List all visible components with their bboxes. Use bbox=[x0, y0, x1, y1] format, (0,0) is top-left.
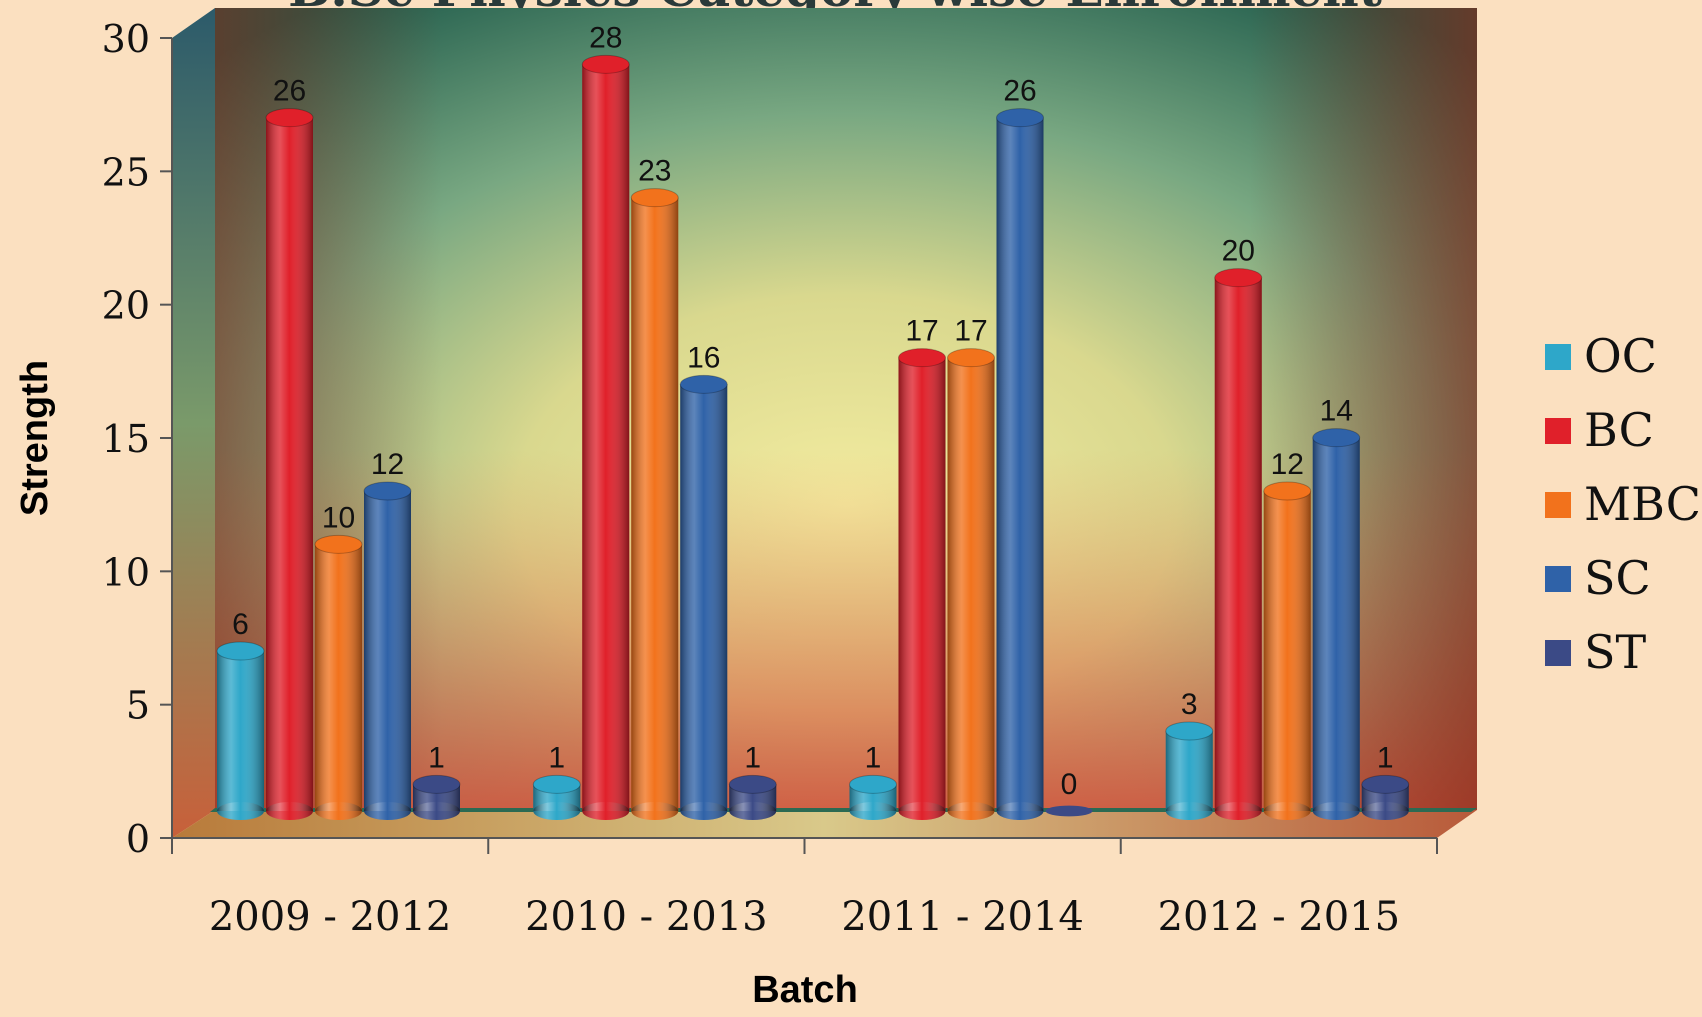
data-label: 1 bbox=[744, 741, 761, 774]
category-label: 2011 - 2014 bbox=[841, 894, 1084, 940]
data-label: 14 bbox=[1320, 395, 1353, 428]
y-tick-label: 20 bbox=[102, 284, 150, 328]
legend-label: BC bbox=[1584, 403, 1654, 457]
data-label: 1 bbox=[548, 741, 565, 774]
y-axis-ticks: 0 5 10 15 20 25 30 bbox=[102, 17, 172, 861]
legend-label: ST bbox=[1584, 625, 1647, 679]
chart-floor bbox=[172, 810, 1477, 838]
bar-st bbox=[1045, 805, 1093, 817]
bar-oc bbox=[849, 774, 897, 820]
data-label: 20 bbox=[1222, 235, 1255, 268]
bar-st bbox=[1361, 774, 1410, 820]
y-tick-label: 10 bbox=[102, 550, 150, 594]
data-label: 12 bbox=[1271, 448, 1304, 481]
legend-swatch bbox=[1545, 344, 1571, 370]
y-tick-label: 0 bbox=[126, 817, 150, 861]
bar-sc bbox=[1312, 428, 1361, 820]
y-tick-label: 5 bbox=[126, 684, 150, 728]
bar-sc bbox=[679, 374, 728, 820]
legend-label: SC bbox=[1584, 551, 1651, 605]
bar-st bbox=[728, 774, 777, 820]
data-label: 1 bbox=[865, 741, 882, 774]
data-label: 26 bbox=[1003, 75, 1036, 108]
data-label: 0 bbox=[1061, 768, 1078, 801]
y-axis-title: Strength bbox=[14, 360, 56, 516]
side-wall bbox=[172, 8, 215, 838]
data-label: 12 bbox=[371, 448, 404, 481]
y-tick-label: 30 bbox=[102, 17, 150, 61]
bar-mbc bbox=[1263, 481, 1312, 820]
bar-oc bbox=[532, 774, 581, 820]
legend-label: OC bbox=[1584, 329, 1657, 383]
x-axis-ticks: 2009 - 2012 2010 - 2013 2011 - 2014 2012 - … bbox=[171, 838, 1438, 940]
floor-edge bbox=[210, 808, 1477, 812]
data-label: 28 bbox=[589, 21, 622, 54]
bar-mbc bbox=[947, 348, 995, 820]
bar-sc bbox=[996, 108, 1044, 820]
bar-oc bbox=[216, 641, 265, 820]
legend-swatch bbox=[1545, 566, 1571, 592]
bar-bc bbox=[581, 54, 630, 820]
data-label: 1 bbox=[1377, 741, 1394, 774]
data-label: 23 bbox=[638, 155, 671, 188]
data-label: 6 bbox=[232, 608, 249, 641]
category-label: 2010 - 2013 bbox=[525, 894, 768, 940]
y-tick-label: 15 bbox=[102, 417, 150, 461]
bar-bc bbox=[1214, 268, 1263, 820]
bar-sc bbox=[363, 481, 412, 820]
data-label: 17 bbox=[905, 315, 938, 348]
legend-label: MBC bbox=[1584, 477, 1701, 531]
bar-oc bbox=[1165, 721, 1214, 820]
bars-group: 6 26 10 12 1 1 28 23 16 1 1 17 17 26 0 3 20 12 14 1 bbox=[216, 21, 1410, 820]
data-label: 26 bbox=[273, 75, 306, 108]
category-label: 2012 - 2015 bbox=[1158, 894, 1401, 940]
legend-swatch bbox=[1545, 640, 1571, 666]
bar-bc bbox=[898, 348, 946, 820]
data-label: 1 bbox=[428, 741, 445, 774]
y-tick-label: 25 bbox=[102, 150, 150, 194]
data-label: 16 bbox=[687, 341, 720, 374]
legend-swatch bbox=[1545, 492, 1571, 518]
bar-mbc bbox=[630, 188, 679, 820]
legend: OC BC MBC SC ST bbox=[1545, 329, 1701, 679]
category-label: 2009 - 2012 bbox=[209, 894, 452, 940]
bar-mbc bbox=[314, 534, 363, 820]
data-label: 17 bbox=[954, 315, 987, 348]
bar-st bbox=[412, 774, 461, 820]
legend-swatch bbox=[1545, 418, 1571, 444]
bar-bc bbox=[265, 108, 314, 820]
x-axis-title: Batch bbox=[752, 969, 858, 1011]
data-label: 10 bbox=[322, 501, 355, 534]
data-label: 3 bbox=[1181, 688, 1198, 721]
